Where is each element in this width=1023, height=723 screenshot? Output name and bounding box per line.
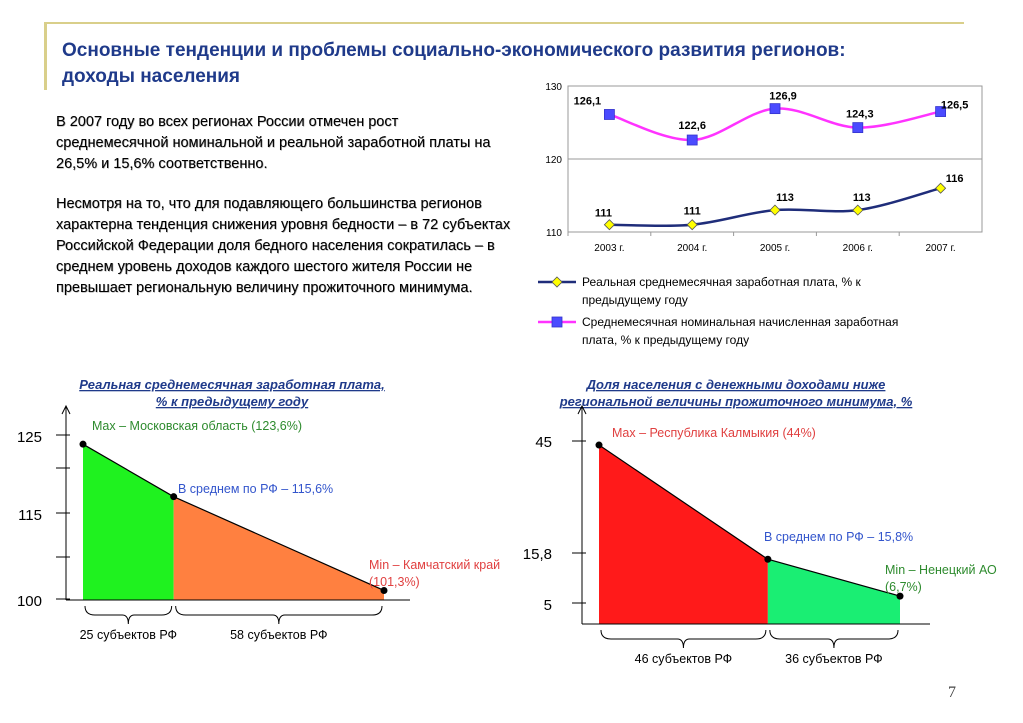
y-tick-label: 115 (18, 507, 42, 524)
area2-title-line-1: Доля населения с денежными доходами ниже (586, 377, 886, 392)
data-label: 116 (946, 173, 964, 185)
segment-brace (600, 629, 767, 649)
legend-label-line-1: Реальная среднемесячная заработная плата… (582, 275, 861, 289)
area-point (380, 586, 388, 594)
x-tick-label: 2004 г. (677, 243, 707, 254)
data-label: 113 (776, 192, 794, 204)
line-chart-grid (567, 85, 983, 236)
data-label: 124,3 (846, 109, 874, 121)
poverty-share-area-chart: Доля населения с денежными доходами ниже… (523, 377, 997, 666)
line-chart-y-ticks: 110 120 130 (545, 82, 562, 239)
y-tick-label: 120 (545, 155, 562, 166)
paragraph-wage-growth: В 2007 году во всех регионах России отме… (56, 114, 491, 172)
segment-label: 58 субъектов РФ (230, 628, 328, 642)
data-label: 113 (853, 192, 871, 204)
area-point (170, 493, 178, 501)
data-label: 111 (684, 206, 701, 218)
page-number: 7 (948, 684, 956, 701)
annotation-min-line-2: (6,7%) (885, 580, 922, 594)
annotation-min-line-1: Min – Камчатский край (369, 558, 500, 572)
area1-body: 125 115 100 Max – Московская область (123,6… (17, 404, 500, 642)
area-segment-2 (767, 559, 900, 624)
segment-brace (84, 605, 173, 625)
line-chart-series: 111 111 113 113 116 126,1 122,6 126,9 124,3 126,5 (574, 91, 969, 231)
data-label: 126,5 (941, 100, 969, 112)
y-tick-label: 100 (17, 593, 42, 610)
data-point (686, 219, 698, 231)
y-tick-label: 45 (535, 434, 552, 451)
frame-left-line (44, 22, 47, 90)
y-tick-label: 130 (545, 82, 562, 93)
x-tick-label: 2003 г. (594, 243, 624, 254)
segment-brace (769, 629, 899, 649)
annotation-avg: В среднем по РФ – 15,8% (764, 530, 913, 544)
paragraph-poverty: Несмотря на то, что для подавляющего бол… (56, 196, 511, 296)
title-line-2: доходы населения (62, 66, 241, 87)
data-point (603, 219, 615, 231)
area-point (595, 441, 603, 449)
annotation-min-line-1: Min – Ненецкий АО (885, 563, 997, 577)
segment-label: 25 субъектов РФ (80, 628, 178, 642)
data-point (686, 134, 698, 146)
annotation-avg: В среднем по РФ – 115,6% (178, 482, 333, 496)
legend-label-line-2: плата, % к предыдущему году (582, 333, 749, 347)
y-tick-label: 5 (544, 597, 552, 614)
y-tick-label: 110 (546, 228, 562, 239)
area2-body: 45 15,8 5 Max – Республика Калмыкия (44%) В … (523, 404, 997, 666)
legend-marker (551, 276, 563, 288)
line-chart-legend: Реальная среднемесячная заработная плата… (538, 275, 898, 347)
data-point (604, 109, 615, 120)
x-tick-label: 2006 г. (843, 243, 873, 254)
area-segment-1 (599, 445, 768, 624)
line-chart-x-ticks: 2003 г. 2004 г. 2005 г. 2006 г. 2007 г. (594, 243, 955, 254)
y-axis-arrow (61, 404, 71, 415)
annotation-max: Max – Республика Калмыкия (44%) (612, 426, 816, 440)
data-point (769, 103, 781, 115)
y-tick-label: 15,8 (523, 546, 552, 563)
annotation-max: Max – Московская область (123,6%) (92, 419, 302, 433)
y-axis-arrow (577, 404, 587, 415)
area-point (764, 555, 772, 563)
legend-label-line-1: Среднемесячная номинальная начисленная з… (582, 315, 898, 329)
data-point (852, 204, 864, 216)
area1-title-line-2: % к предыдущему году (156, 394, 309, 409)
segment-label: 36 субъектов РФ (785, 652, 883, 666)
data-point (852, 122, 864, 134)
title-line-1: Основные тенденции и проблемы социально-… (62, 40, 846, 61)
area-point (896, 592, 904, 600)
area-segment-1 (83, 444, 174, 600)
data-label: 126,9 (769, 91, 797, 103)
real-wage-area-chart: Реальная среднемесячная заработная плата… (17, 377, 500, 642)
y-tick-label: 125 (17, 429, 42, 446)
annotation-min-line-2: (101,3%) (369, 575, 420, 589)
data-label: 126,1 (574, 95, 602, 107)
segment-brace (175, 605, 383, 625)
data-point (935, 182, 947, 194)
area1-title-line-1: Реальная среднемесячная заработная плата… (79, 377, 385, 392)
x-tick-label: 2005 г. (760, 243, 790, 254)
page-title: Основные тенденции и проблемы социально-… (62, 38, 962, 90)
area-point (79, 440, 87, 448)
frame-top-line (44, 22, 964, 24)
area2-title-line-2: региональной величины прожиточного миним… (559, 394, 913, 409)
x-tick-label: 2007 г. (925, 243, 955, 254)
legend-label-line-2: предыдущему году (582, 293, 688, 307)
data-label: 122,6 (678, 120, 706, 132)
data-point (769, 204, 781, 216)
area-segment-2 (173, 496, 384, 600)
data-point (935, 106, 947, 117)
segment-label: 46 субъектов РФ (635, 652, 733, 666)
legend-marker (551, 316, 563, 328)
data-label: 111 (595, 208, 612, 220)
